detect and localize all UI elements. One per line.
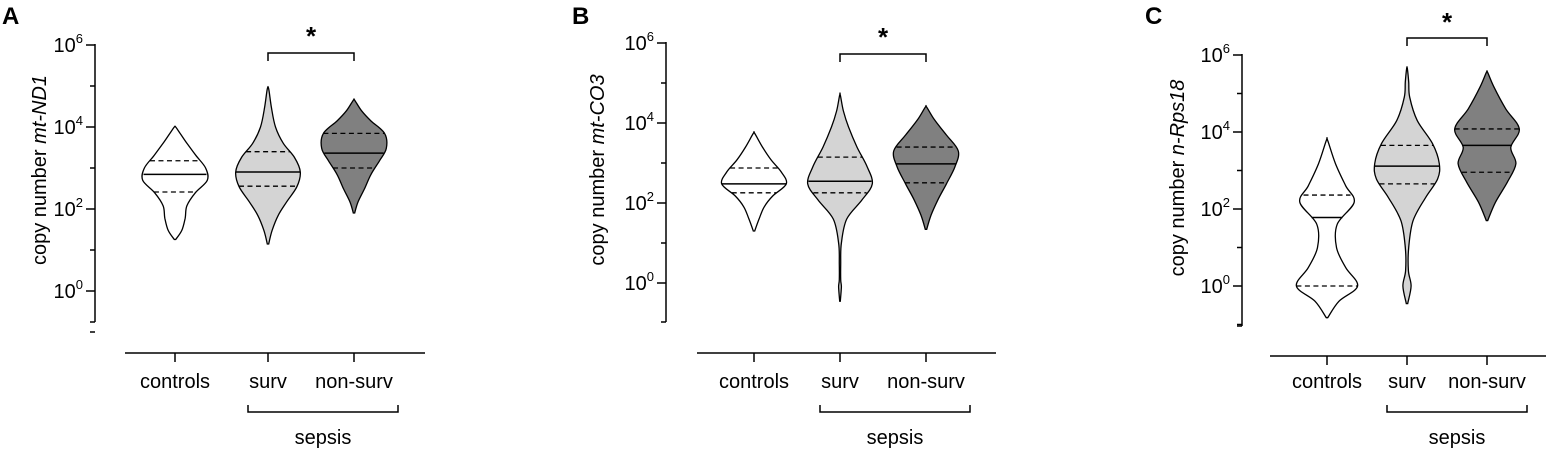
y-tick-label: 102 [54,195,83,221]
y-tick-label: 106 [54,31,83,57]
violin-surv [1373,66,1441,305]
category-label: controls [140,371,210,393]
group-label: sepsis [1429,427,1486,449]
violin-surv [234,85,302,245]
significance-bracket [267,52,355,61]
category-label: controls [1292,371,1362,393]
y-axis-label: copy number n-Rps18 [1167,80,1189,277]
significance-star: * [878,22,889,52]
y-tick-label: 104 [1201,118,1230,144]
category-label: surv [821,371,859,393]
violin-controls [1295,136,1359,319]
violin-body [892,104,960,230]
y-axis-label: copy number mt-CO3 [587,74,609,265]
violin-controls [141,125,209,241]
y-axis-label: copy number mt-ND1 [29,75,51,265]
y-tick-label: 106 [1201,41,1230,67]
y-tick-label: 100 [1201,272,1230,298]
violin-body [1295,136,1359,319]
violin-non-surv [320,98,388,214]
violin-body [141,125,209,241]
violin-non-surv [1454,70,1520,222]
significance-star: * [1442,7,1453,37]
violin-body [320,98,388,214]
violin-surv [806,92,874,302]
category-label: non-surv [1448,371,1526,393]
y-tick-label: 100 [54,277,83,303]
y-tick-label: 102 [625,189,654,215]
violin-controls [720,131,788,232]
violin-body [234,85,302,245]
panel-letter: B [572,3,589,30]
violin-body [806,92,874,302]
group-bracket [1386,405,1528,413]
y-tick-label: 100 [625,269,654,295]
group-bracket [819,405,971,413]
chart-panel-c: C 106 104 102 100 copy number n-Rps18 controls… [1145,3,1546,449]
y-tick-label: 104 [625,109,654,135]
group-bracket [247,405,399,413]
panel-letter: A [2,3,19,30]
y-tick-label: 104 [54,113,83,139]
category-label: controls [719,371,789,393]
category-label: non-surv [887,371,965,393]
significance-bracket [1406,37,1488,46]
category-label: surv [249,371,287,393]
group-label: sepsis [867,427,924,449]
panel-letter: C [1145,3,1162,30]
group-label: sepsis [295,427,352,449]
category-label: non-surv [315,371,393,393]
y-tick-label: 106 [625,29,654,55]
violin-body [1373,66,1441,305]
violin-non-surv [892,104,960,230]
chart-panel-b: B 106 104 102 100 copy number mt-CO3 controls s… [572,3,996,449]
significance-bracket [839,53,927,62]
y-tick-label: 102 [1201,195,1230,221]
significance-star: * [306,21,317,51]
violin-body [720,131,788,232]
category-label: surv [1388,371,1426,393]
